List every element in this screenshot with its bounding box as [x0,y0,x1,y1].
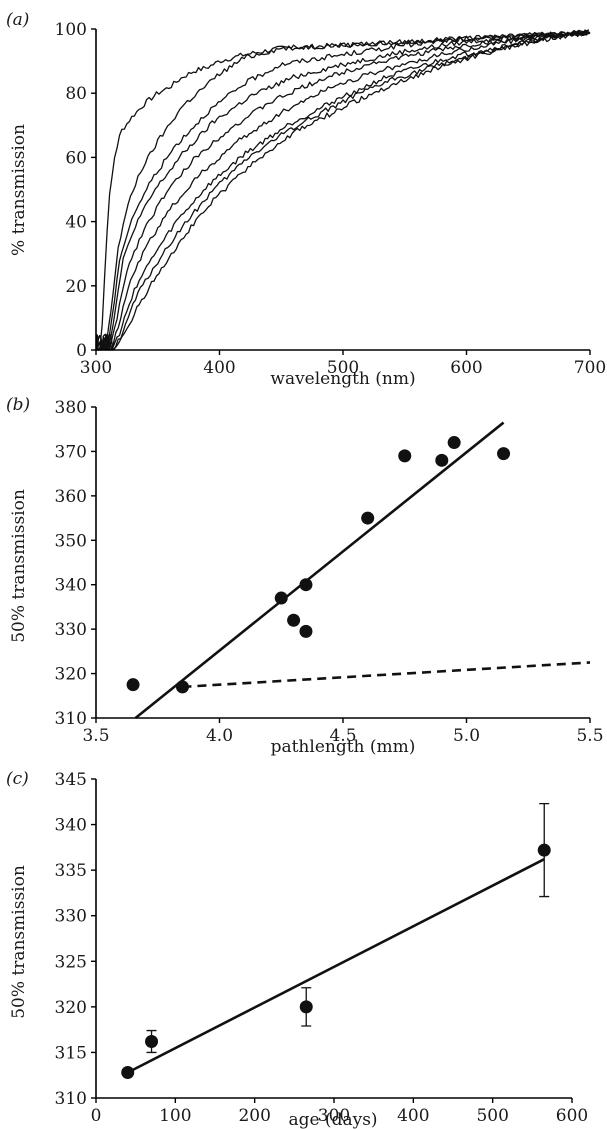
panel-c: (c) 50% transmission age (days) 0 100 200 3… [6,769,588,1129]
panel-a-x-tick-label: 700 [574,358,606,378]
panel-a-x-tick-label: 300 [80,358,112,378]
panel-c-y-tick-label: 330 [55,907,87,927]
panel-c-lines [127,858,545,1074]
panel-b-point [126,678,140,692]
panel-c-y-tick-label: 320 [55,998,87,1018]
panel-c-x-tick-label: 600 [556,1106,588,1126]
panel-b-reference-line [182,661,591,689]
panel-c-points [121,802,551,1079]
panel-c-xlabel: age (days) [288,1110,377,1129]
panel-c-y-tick-label: 335 [55,861,87,881]
panel-c-x-tick-label: 200 [238,1106,270,1126]
panel-c-y-tick-label: 340 [55,816,87,836]
panel-b-lines [134,421,591,720]
panel-b-point [287,613,301,627]
panel-b-point [447,436,461,450]
panel-b-point [299,578,313,592]
panel-c-ticks: 0 100 200 300 400 500 600 310 315 320 325 330 335 340… [55,770,589,1126]
spectrum-line [95,29,590,351]
panel-b-y-tick-label: 370 [55,442,87,462]
panel-c-x-tick-label: 0 [91,1106,102,1126]
panel-b-axes [95,407,590,719]
spectrum-line [95,30,590,351]
panel-b-x-tick-label: 5.5 [576,726,603,746]
panel-b-fit-line [134,421,505,720]
panel-a-x-tick-label: 600 [450,358,482,378]
spectrum-line [95,30,591,351]
panel-c-point [299,1000,313,1014]
panel-b-ylabel: 50% transmission [9,489,29,643]
panel-b-label: (b) [6,395,30,415]
panel-a-label: (a) [6,10,29,30]
panel-a-y-tick-label: 60 [65,148,87,168]
panel-b-y-tick-label: 310 [55,709,87,729]
panel-b-point [299,624,313,638]
spectrum-line [95,29,589,351]
panel-c-x-tick-label: 300 [318,1106,350,1126]
panel-b-x-tick-label: 4.5 [329,726,356,746]
spectrum-line [95,31,590,351]
spectrum-line [95,30,591,351]
panel-c-y-tick-label: 315 [55,1043,87,1063]
panel-b-point [361,511,375,525]
spectrum-line [95,31,591,351]
panel-a-y-tick-label: 80 [65,84,87,104]
panel-c-ylabel: 50% transmission [9,865,29,1019]
panel-b-y-tick-label: 380 [55,398,87,418]
panel-a-x-tick-label: 500 [327,358,359,378]
panel-b-y-tick-label: 330 [55,620,87,640]
panel-b-point [175,680,189,694]
panel-c-y-tick-label: 310 [55,1089,87,1109]
panel-b-y-tick-label: 320 [55,665,87,685]
panel-c-y-tick-label: 345 [55,770,87,790]
panel-b-point [435,453,449,467]
panel-b-x-tick-label: 5.0 [453,726,480,746]
panel-a: (a) % transmission wavelength (nm) 300 40… [6,10,606,389]
panel-a-y-tick-label: 40 [65,213,87,233]
panel-c-x-tick-label: 100 [159,1106,191,1126]
panel-c-point [145,1034,159,1048]
panel-a-y-tick-label: 100 [55,20,87,40]
panel-b-y-tick-label: 350 [55,531,87,551]
panel-b-y-tick-label: 360 [55,487,87,507]
panel-c-y-tick-label: 325 [55,952,87,972]
panel-b-y-tick-label: 340 [55,576,87,596]
panel-a-ylabel: % transmission [9,124,29,256]
panel-a-axes [95,29,590,351]
panel-a-x-tick-label: 400 [203,358,235,378]
panel-b-x-tick-label: 4.0 [206,726,233,746]
panel-c-x-tick-label: 400 [397,1106,429,1126]
panel-a-series [95,29,591,351]
panel-c-axes [95,779,572,1099]
panel-c-label: (c) [6,769,29,789]
panel-a-y-tick-label: 20 [65,277,87,297]
panel-b-point [497,447,511,461]
spectrum-line [95,29,591,351]
panel-a-xlabel: wavelength (nm) [270,369,415,389]
spectrum-line [95,29,590,351]
panel-c-x-tick-label: 500 [476,1106,508,1126]
panel-b-x-tick-label: 3.5 [82,726,109,746]
panel-c-point [121,1065,135,1079]
panel-b: (b) 50% transmission pathlength (mm) 3.5… [6,395,604,757]
panel-c-fit-line [127,858,545,1074]
panel-b-point [398,449,412,463]
panel-b-ticks: 3.5 4.0 4.5 5.0 5.5 310 320 330 340 350 360 370 380 [55,398,604,746]
panel-b-point [274,591,288,605]
panel-c-point [537,843,551,857]
panel-a-y-tick-label: 0 [76,341,87,361]
panel-b-xlabel: pathlength (mm) [271,737,416,757]
panel-b-points [126,436,511,694]
panel-a-ticks: 300 400 500 600 700 0 20 40 60 80 100 [55,20,607,378]
